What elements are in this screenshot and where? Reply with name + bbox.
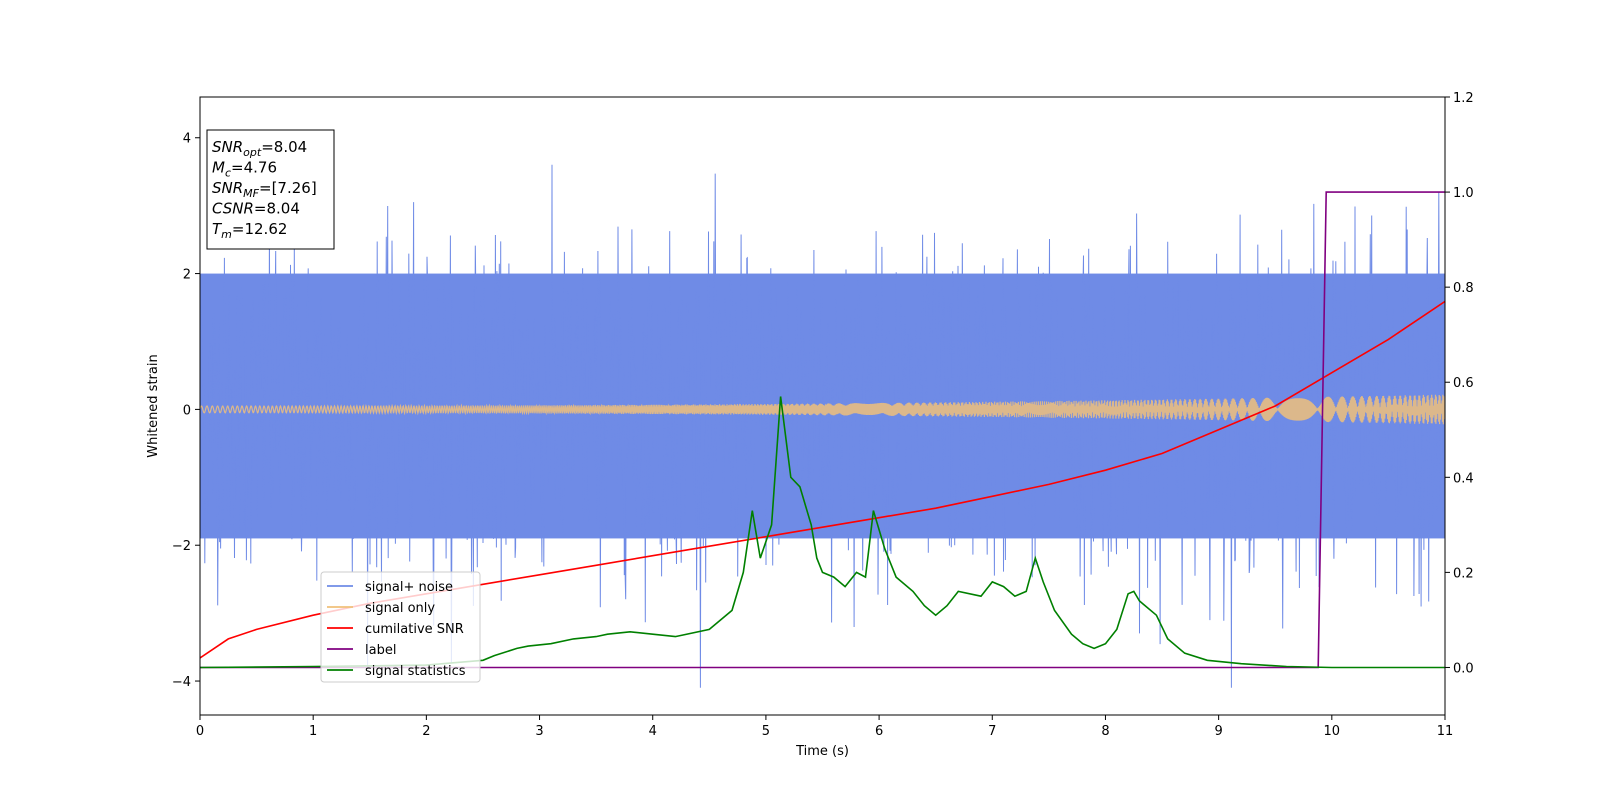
y-tick-label: −4 [172,675,191,690]
x-tick-label: 4 [649,724,657,739]
x-axis-ticks: 0 1 2 3 4 5 6 7 8 9 10 11 [196,715,1453,739]
info-line: Tm=12.62 [212,220,287,241]
x-tick-label: 10 [1324,724,1341,739]
x-tick-label: 8 [1101,724,1109,739]
x-tick-label: 5 [762,724,770,739]
info-line: CSNR=8.04 [212,200,300,218]
right-y-tick-label: 1.2 [1453,91,1474,106]
series-signal-only [200,394,1445,425]
info-line: SNRopt=8.04 [212,138,307,159]
x-tick-label: 7 [988,724,996,739]
x-tick-label: 6 [875,724,883,739]
x-tick-label: 9 [1214,724,1222,739]
legend: signal+ noise signal only cumilative SNR la… [320,571,481,683]
x-tick-label: 0 [196,724,204,739]
x-tick-label: 2 [422,724,430,739]
legend-label: label [365,643,396,658]
right-y-axis-ticks: 0.0 0.2 0.4 0.6 0.8 1.0 1.2 [1445,91,1474,676]
legend-label: signal statistics [365,664,466,679]
signal-statistics-line [200,396,1445,669]
legend-frame [320,571,481,683]
legend-label: cumilative SNR [365,622,464,637]
info-line: SNRMF=[7.26] [212,179,317,200]
info-line: Mc=4.76 [212,159,277,180]
right-y-tick-label: 0.6 [1453,376,1474,391]
right-y-tick-label: 0.0 [1453,661,1474,676]
y-axis-ticks: −4 −2 0 2 4 [172,132,200,690]
x-tick-label: 11 [1437,724,1454,739]
right-y-tick-label: 0.8 [1453,281,1474,296]
legend-label: signal only [365,601,435,616]
x-axis-label: Time (s) [795,744,849,759]
info-box-frame [206,129,335,250]
right-y-tick-label: 1.0 [1453,186,1474,201]
signal-only-line [200,394,1445,425]
y-tick-label: 0 [183,403,191,418]
right-y-tick-label: 0.4 [1453,471,1474,486]
right-y-tick-label: 0.2 [1453,566,1474,581]
x-tick-label: 1 [309,724,317,739]
legend-label: signal+ noise [365,580,453,595]
x-tick-label: 3 [535,724,543,739]
plot-frame [199,96,1446,716]
y-tick-label: 4 [183,132,191,147]
label-line [200,191,1445,669]
noise-line [200,164,1445,688]
y-axis-label: Whitened strain [146,354,161,457]
y-tick-label: −2 [172,539,191,554]
y-tick-label: 2 [183,268,191,283]
